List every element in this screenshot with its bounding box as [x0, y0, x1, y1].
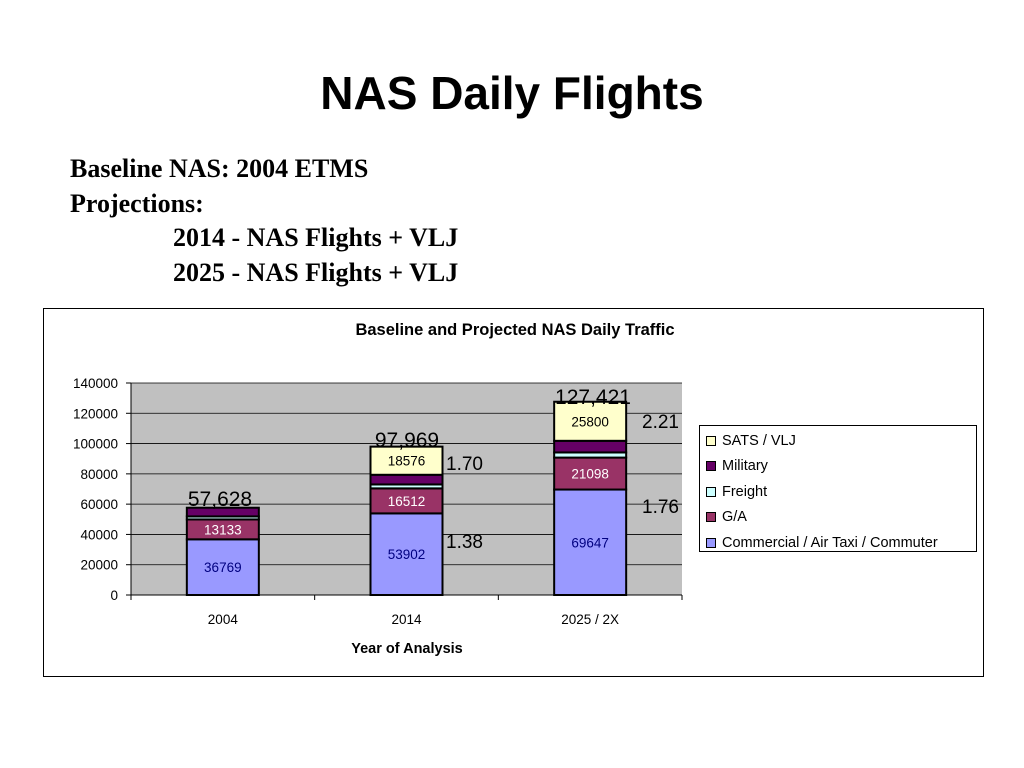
slide-title: NAS Daily Flights [320, 67, 704, 119]
projection-2014-line: 2014 - NAS Flights + VLJ [173, 223, 459, 252]
legend-swatch-sats-vlj [706, 435, 716, 446]
legend-label-military: Military [722, 458, 768, 475]
bar-value-label: 69647 [571, 535, 609, 550]
legend-item-sats-vlj: SATS / VLJ [706, 428, 976, 454]
x-axis-ticks: 2004 2014 2025 / 2X [130, 594, 683, 627]
bar-value-label: 25800 [571, 414, 609, 429]
bar-segment-sats-vlj [369, 445, 444, 476]
legend-label-ga: G/A [722, 509, 747, 526]
bar-segment-sats-vlj [553, 400, 628, 442]
projection-2025-line: 2025 - NAS Flights + VLJ [173, 257, 459, 287]
bar-value-label: 53902 [388, 547, 426, 562]
bar-value-label: 13133 [204, 522, 242, 537]
bar-segment-g-a [369, 487, 444, 515]
bar-segment-g-a [553, 456, 628, 491]
projections-line: Projections: [70, 188, 204, 218]
slide-text: Baseline NAS: 2004 ETMS Projections: 201… [70, 152, 458, 290]
x-axis-title: Year of Analysis [351, 641, 463, 657]
ratio-label-2025-commercial: 1.76 [642, 497, 679, 518]
total-label-2014: 97,969 [375, 429, 439, 452]
legend-swatch-ga [706, 512, 716, 523]
legend-swatch-freight [706, 486, 716, 497]
bar-segment-military [553, 439, 628, 454]
legend-item-commercial: Commercial / Air Taxi / Commuter [706, 530, 976, 556]
chart-legend: SATS / VLJ Military Freight G/A Commerci… [699, 425, 977, 552]
y-tick-label: 100000 [73, 437, 118, 452]
legend-label-freight: Freight [722, 483, 768, 500]
bar-value-label: 36769 [204, 560, 242, 575]
bar-value-label: 16512 [388, 494, 426, 509]
ratio-label-2014-total: 1.70 [446, 454, 483, 475]
ratio-label-2014-commercial: 1.38 [446, 532, 483, 553]
y-axis-ticks: 0 20000 40000 60000 80000 100000 120000 140000 [73, 376, 132, 603]
x-tick-label: 2025 / 2X [561, 612, 619, 627]
bar-segment-commercial-air-taxi-commuter [369, 512, 444, 596]
legend-swatch-military [706, 461, 716, 472]
bar-value-label: 21098 [571, 467, 609, 482]
y-tick-label: 0 [110, 588, 118, 603]
y-tick-label: 80000 [80, 467, 118, 482]
y-tick-label: 60000 [80, 497, 118, 512]
legend-label-commercial: Commercial / Air Taxi / Commuter [722, 534, 938, 551]
chart-title: Baseline and Projected NAS Daily Traffic [355, 321, 674, 339]
x-tick-label: 2004 [208, 612, 239, 627]
y-tick-label: 20000 [80, 558, 118, 573]
total-label-2004: 57,628 [188, 488, 252, 511]
legend-item-military: Military [706, 454, 976, 480]
total-label-2025: 127,421 [555, 386, 631, 409]
data-labels: 36769 13133 53902 16512 18576 69647 21098 25800 [204, 414, 609, 575]
bar-value-label: 18576 [388, 454, 426, 469]
y-tick-label: 120000 [73, 406, 118, 421]
y-tick-label: 40000 [80, 527, 118, 542]
ratio-label-2025-total: 2.21 [642, 412, 679, 433]
bars [185, 400, 628, 596]
bar-segment-military [369, 473, 444, 486]
legend-item-ga: G/A [706, 505, 976, 531]
baseline-line: Baseline NAS: 2004 ETMS [70, 154, 369, 183]
legend-item-freight: Freight [706, 479, 976, 505]
legend-label-sats-vlj: SATS / VLJ [722, 432, 796, 449]
bar-segment-military [185, 506, 260, 518]
y-tick-label: 140000 [73, 376, 118, 391]
x-tick-label: 2014 [391, 612, 422, 627]
legend-swatch-commercial [706, 537, 716, 548]
